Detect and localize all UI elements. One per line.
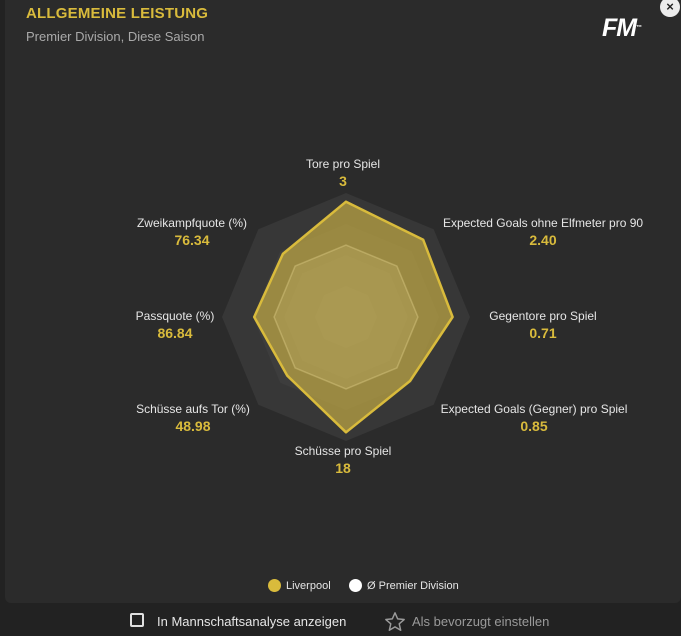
team-color-dot [268,579,281,592]
set-favorite-label[interactable]: Als bevorzugt einstellen [412,614,550,629]
close-icon[interactable]: × [660,0,680,17]
axis-value: 48.98 [175,418,211,434]
axis-value: 18 [335,460,351,476]
axis-label: Tore pro Spiel [305,157,381,171]
axis-label: Gegentore pro Spiel [489,309,597,323]
panel-subtitle: Premier Division, Diese Saison [26,29,205,44]
axis-value: 0.85 [520,418,548,434]
team-series [252,200,454,434]
legend-label: Ø Premier Division [367,579,459,592]
fm-logo: FM™ [602,14,643,42]
axis-value: 2.40 [529,232,557,248]
axis-label: Expected Goals (Gegner) pro Spiel [440,402,628,416]
axis-label: Expected Goals ohne Elfmeter pro 90 [442,216,644,230]
star-icon[interactable] [384,611,406,633]
axis-label: Schüsse pro Spiel [294,444,392,458]
axis-label: Zweikampfquote (%) [136,216,248,230]
axis-value: 86.84 [157,325,193,341]
axis-label: Passquote (%) [135,309,215,323]
axis-value: 76.34 [174,232,210,248]
panel-title: ALLGEMEINE LEISTUNG [26,5,209,22]
legend-item-league: Ø Premier Division [349,579,459,592]
axis-label: Schüsse aufs Tor (%) [136,402,250,416]
footer-bar: In Mannschaftsanalyse anzeigen Als bevor… [0,611,681,636]
show-in-analysis-label[interactable]: In Mannschaftsanalyse anzeigen [157,614,347,629]
axis-value: 0.71 [529,325,557,341]
legend-label: Liverpool [286,579,331,592]
axis-value: 3 [339,173,347,189]
chart-legend: Liverpool Ø Premier Division [0,579,681,595]
legend-item-team: Liverpool [268,579,331,592]
show-in-analysis-checkbox[interactable] [130,613,144,627]
league-color-dot [349,579,362,592]
